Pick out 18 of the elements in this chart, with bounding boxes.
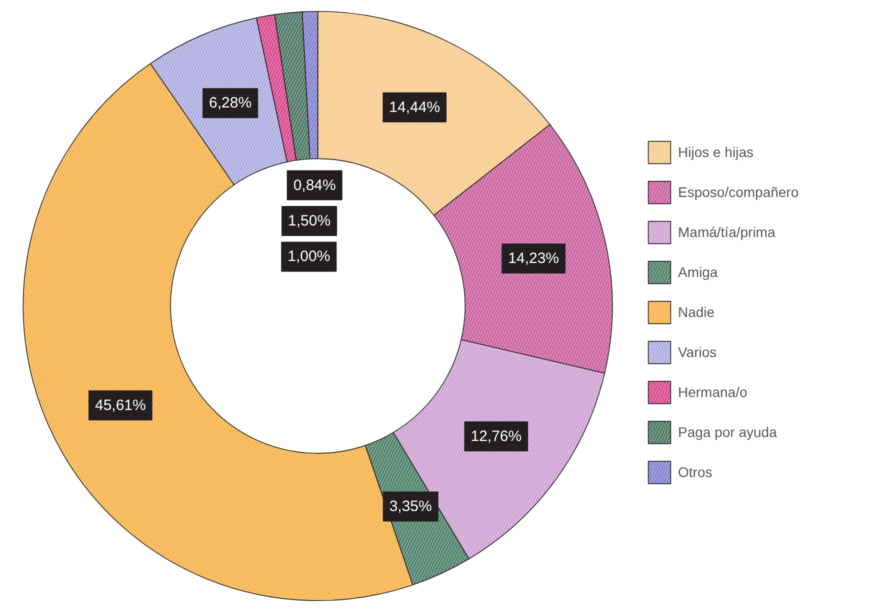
legend-label: Otros (678, 464, 712, 480)
data-label: 3,35% (389, 498, 432, 516)
legend-label: Nadie (678, 304, 715, 320)
legend-label: Hermana/o (678, 384, 748, 400)
data-label: 45,61% (94, 396, 146, 414)
legend-label: Amiga (678, 264, 718, 280)
data-label: 12,76% (470, 428, 522, 445)
legend-label: Hijos e hijas (678, 144, 754, 160)
legend-label: Paga por ayuda (678, 424, 777, 440)
data-label: 1,50% (288, 212, 331, 230)
data-label: 14,44% (389, 98, 440, 116)
data-label: 14,23% (508, 250, 560, 268)
data-label: 6,28% (209, 94, 252, 112)
data-label: 0,84% (293, 176, 336, 194)
legend-label: Esposo/compañero (678, 184, 799, 200)
legend-label: Varios (678, 344, 717, 360)
legend-label: Mamá/tía/prima (678, 224, 776, 240)
data-label: 1,00% (288, 248, 330, 266)
